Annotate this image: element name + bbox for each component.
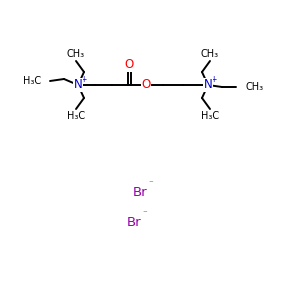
Text: O: O — [141, 79, 151, 92]
Text: ⁻: ⁻ — [142, 209, 147, 218]
Text: N: N — [74, 79, 82, 92]
Text: ⁻: ⁻ — [148, 179, 153, 188]
Text: Br: Br — [133, 185, 148, 199]
Text: CH₃: CH₃ — [246, 82, 264, 92]
Text: +: + — [210, 74, 216, 83]
Text: H₃C: H₃C — [23, 76, 41, 86]
Text: CH₃: CH₃ — [201, 49, 219, 59]
Text: H₃C: H₃C — [67, 111, 85, 121]
Text: H₃C: H₃C — [201, 111, 219, 121]
Text: N: N — [204, 79, 212, 92]
Text: O: O — [124, 58, 134, 71]
Text: +: + — [80, 74, 86, 83]
Text: CH₃: CH₃ — [67, 49, 85, 59]
Text: Br: Br — [127, 215, 142, 229]
